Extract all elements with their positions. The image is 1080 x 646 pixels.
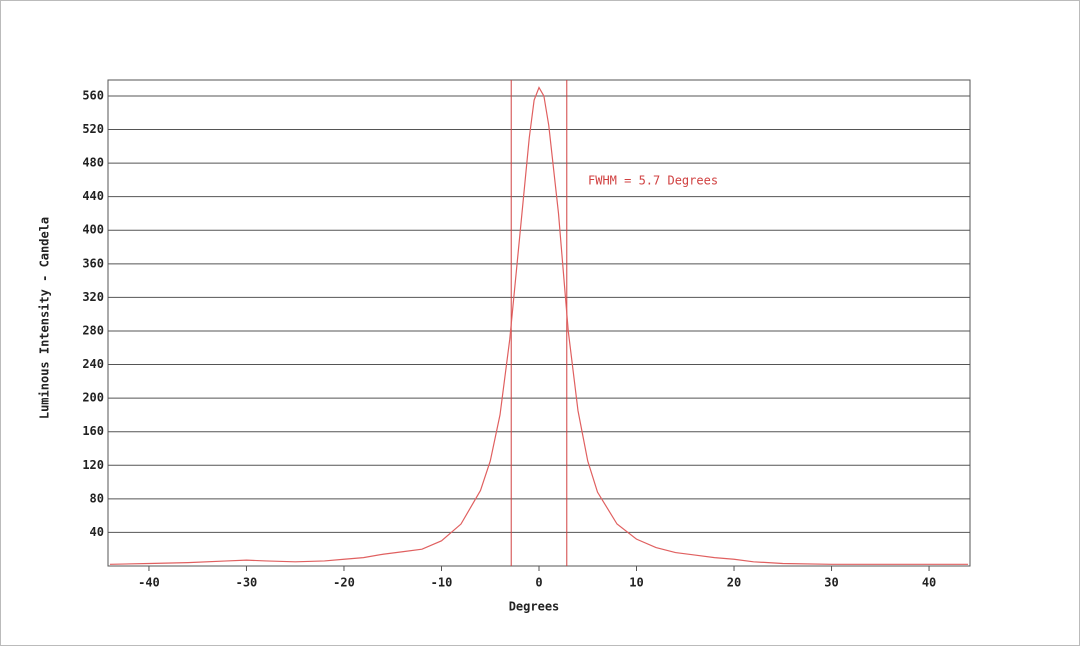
y-tick-label: 120 <box>82 458 104 472</box>
y-tick-label: 520 <box>82 122 104 136</box>
x-tick-label: -10 <box>431 576 453 590</box>
x-tick-label: -20 <box>333 576 355 590</box>
x-tick-label: -40 <box>138 576 160 590</box>
plot-area <box>107 79 971 567</box>
x-tick-label: 0 <box>535 576 542 590</box>
x-tick-label: 20 <box>727 576 741 590</box>
x-tick-label: 10 <box>629 576 643 590</box>
y-tick-label: 280 <box>82 323 104 337</box>
y-tick-label: 480 <box>82 156 104 170</box>
x-axis-label: Degrees <box>509 600 560 614</box>
y-tick-label: 400 <box>82 223 104 237</box>
y-tick-label: 80 <box>90 491 104 505</box>
y-axis-label: Luminous Intensity - Candela <box>38 217 52 419</box>
y-tick-label: 320 <box>82 290 104 304</box>
y-tick-label: 200 <box>82 391 104 405</box>
y-tick-label: 160 <box>82 424 104 438</box>
y-tick-label: 560 <box>82 88 104 102</box>
x-tick-label: -30 <box>236 576 258 590</box>
y-tick-label: 360 <box>82 256 104 270</box>
y-tick-label: 440 <box>82 189 104 203</box>
annotation: FWHM = 5.7 Degrees <box>588 174 718 188</box>
y-tick-label: 240 <box>82 357 104 371</box>
line <box>109 86 969 565</box>
x-tick-label: 40 <box>922 576 936 590</box>
y-tick-label: 40 <box>90 525 104 539</box>
x-tick-label: 30 <box>824 576 838 590</box>
